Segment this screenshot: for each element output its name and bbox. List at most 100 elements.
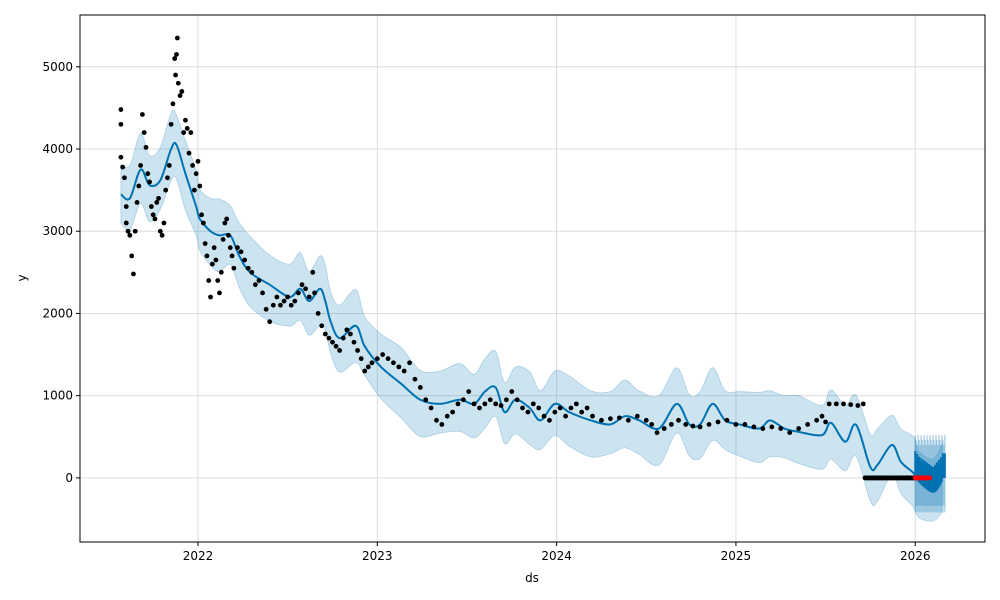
observed-point	[751, 424, 757, 430]
observed-point	[504, 397, 509, 403]
observed-point	[407, 360, 412, 366]
observed-point	[401, 368, 407, 374]
x-tick-label: 2026	[900, 549, 931, 563]
observed-point	[348, 331, 353, 337]
observed-point	[165, 175, 170, 181]
observed-point	[584, 405, 590, 411]
observed-point	[148, 204, 154, 209]
x-axis-label: ds	[525, 571, 539, 585]
observed-point	[439, 422, 445, 427]
observed-point	[428, 405, 434, 411]
observed-point	[211, 245, 217, 251]
x-tick-label: 2024	[541, 549, 572, 563]
observed-point	[557, 405, 563, 411]
x-tick-label: 2025	[721, 549, 752, 563]
observed-point	[796, 426, 802, 431]
observed-point	[145, 171, 151, 177]
observed-point	[385, 356, 391, 362]
observed-point	[477, 405, 482, 411]
observed-point	[292, 298, 298, 304]
observed-point	[175, 80, 181, 86]
observed-point	[536, 405, 542, 411]
observed-point	[434, 417, 439, 423]
observed-point	[245, 265, 251, 271]
observed-point	[676, 417, 681, 423]
observed-point	[129, 253, 135, 259]
observed-point	[206, 278, 212, 283]
observed-point	[860, 401, 866, 407]
observed-point	[222, 220, 228, 226]
observed-point	[179, 89, 185, 94]
observed-point	[823, 419, 828, 425]
observed-point	[252, 282, 258, 288]
observed-point	[122, 175, 127, 181]
observed-point	[344, 327, 350, 333]
observed-point	[805, 422, 811, 427]
observed-point	[197, 183, 203, 189]
observed-point	[140, 112, 145, 117]
observed-point	[460, 397, 466, 403]
observed-point	[733, 422, 739, 427]
observed-point	[319, 323, 325, 329]
observed-point	[123, 204, 129, 209]
observed-point	[520, 405, 525, 411]
observed-point	[312, 290, 317, 296]
observed-point	[195, 158, 201, 164]
observed-point	[450, 409, 456, 415]
observed-point	[235, 245, 240, 251]
observed-point	[599, 417, 604, 423]
observed-point	[166, 163, 172, 168]
observed-point	[724, 417, 730, 423]
observed-point	[141, 130, 147, 135]
observed-point	[848, 402, 854, 408]
observed-point	[563, 413, 568, 419]
observed-point	[157, 228, 163, 234]
observed-point	[192, 187, 197, 193]
observed-point	[654, 430, 660, 436]
observed-point	[530, 401, 536, 407]
observed-point	[263, 306, 269, 312]
observed-point	[296, 290, 301, 296]
observed-point	[163, 187, 169, 193]
observed-point	[355, 348, 360, 353]
observed-point	[444, 413, 450, 419]
observed-point	[579, 409, 585, 415]
observed-point	[493, 401, 499, 407]
observed-point	[833, 401, 839, 407]
observed-point	[138, 163, 144, 168]
observed-point	[186, 150, 192, 156]
observed-point	[183, 117, 188, 123]
observed-point	[188, 130, 194, 135]
y-axis-label: y	[15, 274, 29, 281]
observed-point	[643, 417, 649, 423]
observed-point	[229, 253, 235, 259]
observed-point	[213, 257, 219, 263]
observed-point	[855, 403, 861, 408]
observed-point	[288, 302, 294, 308]
observed-point	[358, 356, 364, 362]
observed-point	[278, 302, 283, 308]
observed-point	[173, 72, 178, 78]
observed-point	[224, 216, 230, 222]
observed-point	[170, 101, 176, 107]
observed-point	[184, 126, 190, 131]
observed-point	[362, 368, 368, 374]
observed-point	[260, 290, 265, 296]
y-tick-label: 5000	[42, 60, 73, 74]
observed-point	[303, 286, 308, 292]
observed-point	[649, 422, 655, 427]
observed-point	[608, 416, 613, 422]
observed-point	[787, 430, 793, 436]
plot-frame	[79, 14, 986, 543]
observed-point	[136, 183, 142, 189]
observed-point	[466, 389, 472, 394]
observed-point	[168, 121, 174, 127]
observed-point	[826, 401, 832, 407]
observed-point	[274, 294, 280, 300]
observed-point	[249, 269, 255, 275]
uncertainty-band	[120, 109, 943, 522]
observed-point	[204, 253, 210, 259]
observed-point	[760, 426, 766, 431]
observed-point	[396, 364, 402, 370]
